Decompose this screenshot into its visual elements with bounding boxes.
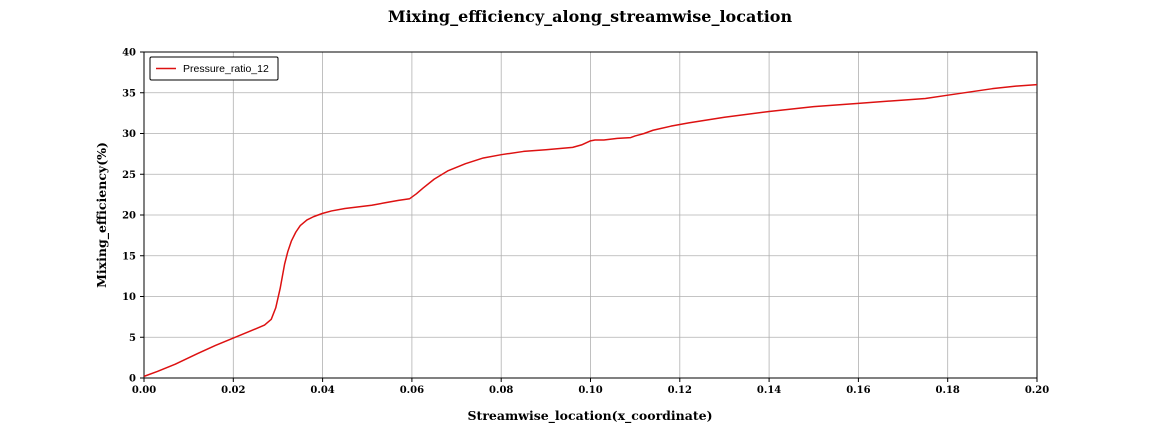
x-tick-label: 0.06 — [400, 385, 424, 396]
series-line — [143, 83, 1038, 378]
y-tick-label: 20 — [122, 211, 136, 222]
y-axis-label: Mixing_efficiency(%) — [94, 142, 110, 288]
x-tick-label: 0.08 — [489, 385, 513, 396]
y-tick-label: 15 — [122, 251, 136, 262]
grid — [143, 51, 1038, 379]
x-tick-label: 0.14 — [757, 385, 781, 396]
legend-box — [149, 56, 279, 81]
x-axis: 0.00 0.02 0.04 0.06 0.08 0.10 0.12 0.14 0.16 0.18… — [132, 378, 1049, 396]
series-layer — [143, 83, 1038, 378]
x-tick-label: 0.02 — [221, 385, 245, 396]
y-axis: 0 5 10 15 20 25 30 35 40 — [122, 48, 144, 385]
y-tick-label: 30 — [122, 129, 136, 140]
legend-entry: Pressure_ratio_12 — [183, 63, 269, 75]
x-tick-label: 0.16 — [846, 385, 870, 396]
y-tick-label: 10 — [122, 292, 136, 303]
x-tick-label: 0.20 — [1025, 385, 1049, 396]
legend: Pressure_ratio_12 — [149, 56, 279, 81]
x-tick-label: 0.04 — [310, 385, 334, 396]
y-tick-label: 25 — [122, 170, 136, 181]
x-axis-label: Streamwise_location(x_coordinate) — [468, 408, 713, 424]
y-tick-label: 5 — [129, 333, 136, 344]
chart-title: Mixing_efficiency_along_streamwise_locat… — [388, 7, 793, 26]
x-tick-label: 0.10 — [578, 385, 602, 396]
y-tick-label: 35 — [122, 88, 136, 99]
x-tick-label: 0.18 — [936, 385, 960, 396]
y-tick-label: 40 — [122, 48, 136, 59]
x-tick-label: 0.12 — [668, 385, 692, 396]
x-tick-label: 0.00 — [132, 385, 156, 396]
y-tick-label: 0 — [129, 374, 136, 385]
